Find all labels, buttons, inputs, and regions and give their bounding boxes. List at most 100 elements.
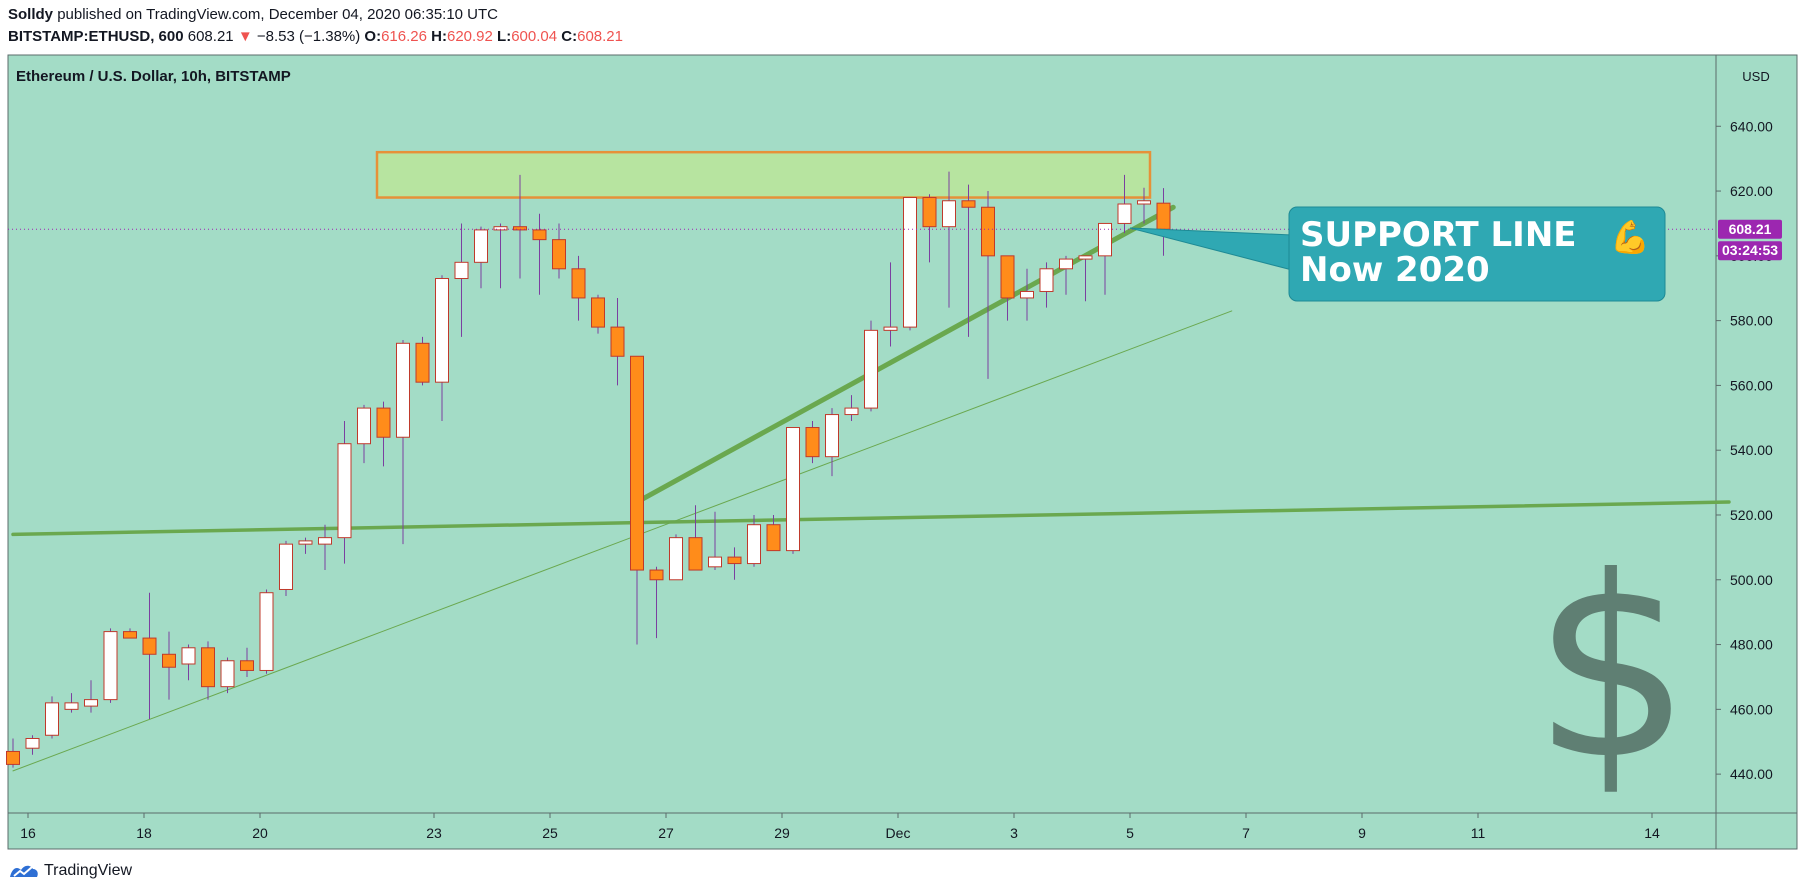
candle-body-up bbox=[942, 200, 956, 228]
candle bbox=[1020, 268, 1034, 321]
candle-body-up bbox=[25, 737, 40, 749]
y-tick-label: 520.00 bbox=[1730, 507, 1773, 523]
x-tick-label: 23 bbox=[426, 825, 442, 841]
candle bbox=[513, 174, 527, 279]
candle bbox=[181, 644, 196, 681]
candle-body-down bbox=[123, 631, 137, 639]
candle bbox=[844, 395, 859, 422]
footer-brand[interactable]: TradingView bbox=[8, 862, 132, 880]
candle bbox=[591, 294, 605, 334]
candle bbox=[669, 534, 683, 581]
x-tick-label: 3 bbox=[1010, 825, 1018, 841]
price-axis[interactable] bbox=[1715, 54, 1798, 814]
candle-body-up bbox=[844, 407, 859, 416]
low-label: L: bbox=[497, 28, 512, 45]
candle-body-up bbox=[454, 261, 469, 280]
trendline-3 bbox=[11, 500, 1731, 537]
candle bbox=[240, 647, 254, 677]
x-tick-label: 16 bbox=[20, 825, 36, 841]
candle-body-up bbox=[84, 699, 98, 707]
author-name[interactable]: Solldy bbox=[8, 6, 54, 23]
candle-body-down bbox=[415, 342, 430, 383]
candle-body-up bbox=[45, 702, 59, 736]
candle bbox=[142, 592, 157, 720]
candle bbox=[415, 336, 430, 386]
candle bbox=[883, 262, 898, 347]
last-price-tag: 608.21 bbox=[1729, 221, 1772, 237]
candle-body-down bbox=[552, 239, 566, 270]
candle-body-down bbox=[532, 229, 547, 241]
flexed-biceps-icon: 💪 bbox=[1610, 218, 1650, 256]
tradingview-logo-icon bbox=[10, 865, 38, 877]
candle-body-down bbox=[630, 355, 644, 571]
candle bbox=[396, 340, 410, 545]
candle bbox=[903, 197, 917, 331]
y-tick-label: 620.00 bbox=[1730, 183, 1773, 199]
candle bbox=[532, 213, 547, 295]
candle-body-up bbox=[318, 537, 332, 545]
candle bbox=[64, 693, 79, 713]
x-tick-label: 11 bbox=[1471, 825, 1486, 841]
x-tick-label: 25 bbox=[542, 825, 558, 841]
resistance-zone[interactable] bbox=[375, 150, 1152, 199]
candle-body-down bbox=[1156, 202, 1171, 230]
candle bbox=[357, 404, 371, 464]
candle bbox=[318, 524, 332, 571]
open-label: O: bbox=[364, 28, 382, 45]
candle bbox=[825, 408, 839, 477]
x-tick-label: 18 bbox=[136, 825, 152, 841]
candle-body-down bbox=[961, 200, 976, 208]
down-arrow-icon: ▼ bbox=[237, 28, 253, 45]
candle-body-down bbox=[727, 556, 742, 565]
candle bbox=[942, 171, 956, 308]
candle bbox=[259, 589, 274, 674]
candle-body-up bbox=[279, 543, 293, 590]
candle bbox=[552, 223, 566, 279]
open-value: 616.26 bbox=[381, 28, 427, 45]
candle-body-up bbox=[1137, 200, 1151, 205]
x-tick-label: Dec bbox=[886, 825, 911, 841]
x-tick-label: 14 bbox=[1644, 825, 1660, 841]
candle-body-down bbox=[6, 750, 20, 765]
close-label: C: bbox=[561, 28, 578, 45]
y-tick-label: 480.00 bbox=[1730, 637, 1773, 653]
candle-body-down bbox=[610, 326, 625, 357]
candle bbox=[1078, 255, 1093, 302]
candle bbox=[961, 184, 976, 337]
candle bbox=[922, 194, 937, 263]
x-tick-label: 27 bbox=[658, 825, 674, 841]
time-axis[interactable] bbox=[7, 812, 1717, 850]
candle-body-up bbox=[103, 631, 118, 701]
price-change: −8.53 (−1.38%) bbox=[256, 28, 361, 45]
candle-body-up bbox=[883, 326, 898, 331]
candle bbox=[747, 514, 761, 567]
dollar-sign-icon: $ bbox=[1532, 523, 1691, 814]
callout-box bbox=[1288, 206, 1666, 302]
candle-body-up bbox=[747, 524, 761, 565]
last-price-box bbox=[1718, 219, 1782, 239]
axis-corner bbox=[1715, 812, 1798, 850]
candle bbox=[337, 421, 352, 564]
y-tick-label: 440.00 bbox=[1730, 766, 1773, 782]
y-tick-label: 560.00 bbox=[1730, 377, 1773, 393]
candle-body-up bbox=[669, 537, 683, 581]
candle-body-up bbox=[786, 427, 800, 552]
candle-body-down bbox=[376, 407, 391, 438]
candle bbox=[298, 537, 313, 554]
candle-body-up bbox=[864, 329, 878, 409]
candle-body-up bbox=[1039, 268, 1054, 292]
candle bbox=[1098, 222, 1112, 295]
candle bbox=[220, 657, 235, 694]
candle bbox=[1059, 255, 1073, 295]
candle bbox=[84, 680, 98, 713]
candle bbox=[981, 191, 995, 379]
close-value: 608.21 bbox=[577, 28, 623, 45]
candle-body-up bbox=[708, 556, 722, 568]
support-callout[interactable]: SUPPORT LINE Now 2020 💪 bbox=[1129, 206, 1666, 302]
candle-body-down bbox=[1000, 255, 1015, 299]
candle bbox=[1000, 255, 1015, 321]
publish-info: Solldy published on TradingView.com, Dec… bbox=[8, 6, 498, 23]
candle-body-down bbox=[766, 524, 781, 552]
candle-body-up bbox=[1117, 203, 1132, 224]
